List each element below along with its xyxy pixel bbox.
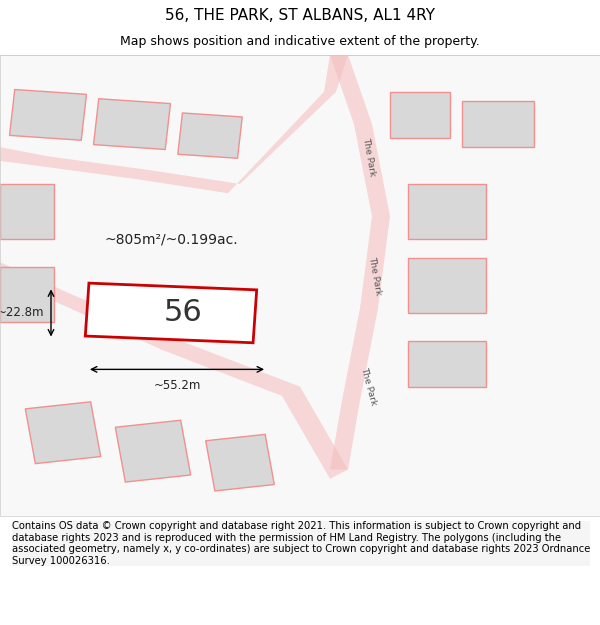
Polygon shape bbox=[408, 184, 486, 239]
Text: The Park: The Park bbox=[367, 256, 383, 296]
Polygon shape bbox=[0, 262, 348, 479]
Polygon shape bbox=[0, 184, 54, 239]
Polygon shape bbox=[462, 101, 534, 147]
Polygon shape bbox=[206, 434, 274, 491]
Polygon shape bbox=[408, 341, 486, 387]
Polygon shape bbox=[85, 283, 257, 342]
Polygon shape bbox=[330, 55, 390, 469]
Polygon shape bbox=[0, 267, 54, 322]
Polygon shape bbox=[390, 92, 450, 138]
Text: Map shows position and indicative extent of the property.: Map shows position and indicative extent… bbox=[120, 35, 480, 48]
Text: 56, THE PARK, ST ALBANS, AL1 4RY: 56, THE PARK, ST ALBANS, AL1 4RY bbox=[165, 8, 435, 23]
Text: Contains OS data © Crown copyright and database right 2021. This information is : Contains OS data © Crown copyright and d… bbox=[12, 521, 590, 566]
Text: The Park: The Park bbox=[359, 367, 379, 407]
Polygon shape bbox=[115, 420, 191, 482]
Text: The Park: The Park bbox=[361, 136, 377, 176]
Polygon shape bbox=[10, 89, 86, 140]
Polygon shape bbox=[94, 99, 170, 149]
Polygon shape bbox=[178, 113, 242, 158]
Text: ~55.2m: ~55.2m bbox=[154, 379, 200, 392]
Text: ~22.8m: ~22.8m bbox=[0, 306, 45, 319]
Text: ~805m²/~0.199ac.: ~805m²/~0.199ac. bbox=[104, 232, 238, 246]
Polygon shape bbox=[0, 55, 348, 193]
Text: 56: 56 bbox=[164, 299, 202, 328]
Polygon shape bbox=[25, 402, 101, 464]
Polygon shape bbox=[408, 258, 486, 313]
FancyBboxPatch shape bbox=[0, 55, 600, 516]
